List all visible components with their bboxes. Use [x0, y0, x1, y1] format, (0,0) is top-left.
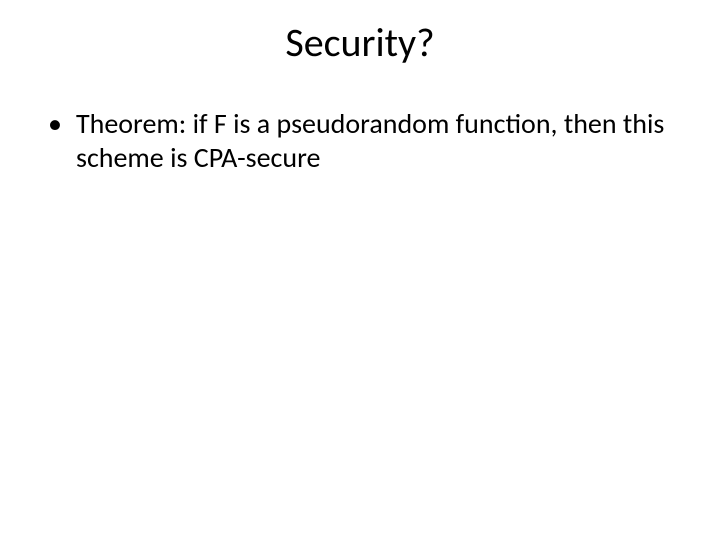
list-item: Theorem: if F is a pseudorandom function…: [44, 107, 680, 175]
slide: Security? Theorem: if F is a pseudorando…: [0, 0, 720, 540]
bullet-text: Theorem: if F is a pseudorandom function…: [76, 106, 664, 175]
bullet-list: Theorem: if F is a pseudorandom function…: [44, 107, 680, 175]
slide-body: Theorem: if F is a pseudorandom function…: [0, 67, 720, 175]
slide-title: Security?: [0, 0, 720, 67]
